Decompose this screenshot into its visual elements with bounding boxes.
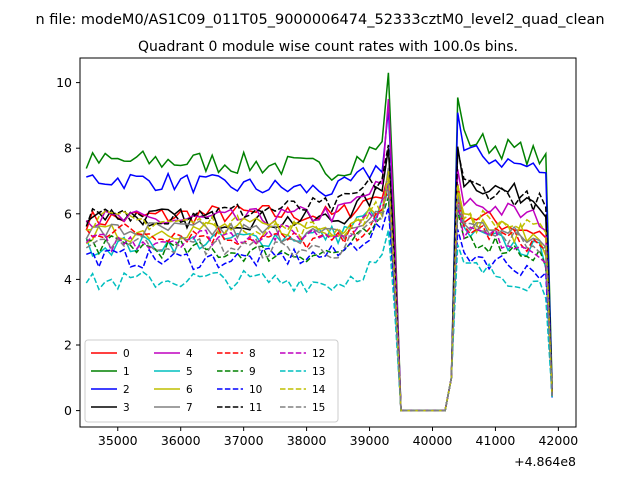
series-line-3 bbox=[85, 146, 553, 412]
legend-label-3: 3 bbox=[123, 402, 130, 414]
legend-label-0: 0 bbox=[123, 348, 130, 360]
axes-border bbox=[79, 57, 577, 428]
x-tick-label: 42000 bbox=[538, 433, 578, 448]
legend-label-9: 9 bbox=[249, 366, 256, 378]
series-line-2 bbox=[86, 108, 553, 412]
legend-label-2: 2 bbox=[123, 384, 130, 396]
y-tick-label: 2 bbox=[64, 338, 72, 353]
legend-label-11: 11 bbox=[249, 402, 262, 414]
series-line-7 bbox=[85, 167, 553, 412]
x-tick-label: 41000 bbox=[476, 433, 516, 448]
series-line-14 bbox=[86, 171, 553, 412]
x-tick-label: 37000 bbox=[224, 433, 264, 448]
series-line-4 bbox=[85, 98, 553, 412]
legend-label-13: 13 bbox=[312, 366, 325, 378]
series-line-11 bbox=[85, 144, 553, 412]
series-line-12 bbox=[85, 184, 553, 412]
legend-label-7: 7 bbox=[186, 402, 193, 414]
plot-area bbox=[85, 72, 553, 412]
y-tick-label: 6 bbox=[64, 206, 72, 221]
legend-label-4: 4 bbox=[186, 348, 193, 360]
axes-frame bbox=[79, 57, 577, 428]
series-line-13 bbox=[85, 230, 553, 412]
series-line-15 bbox=[85, 184, 553, 412]
legend-label-14: 14 bbox=[312, 384, 326, 396]
y-tick-label: 8 bbox=[64, 141, 72, 156]
x-tick-label: 40000 bbox=[413, 433, 453, 448]
x-axis: 35000 36000 37000 38000 39000 40000 41000 42000 bbox=[98, 427, 578, 448]
x-axis-offset-label: +4.864e8 bbox=[514, 454, 576, 469]
legend-label-10: 10 bbox=[249, 384, 262, 396]
y-tick-label: 4 bbox=[64, 272, 72, 287]
legend-label-12: 12 bbox=[312, 348, 325, 360]
x-tick-label: 36000 bbox=[161, 433, 201, 448]
x-tick-label: 35000 bbox=[98, 433, 138, 448]
legend-label-6: 6 bbox=[186, 384, 193, 396]
y-tick-label: 10 bbox=[56, 75, 72, 90]
chart-title: Quadrant 0 module wise count rates with … bbox=[138, 39, 518, 55]
x-tick-label: 38000 bbox=[287, 433, 327, 448]
series-line-1 bbox=[85, 72, 553, 412]
legend-label-1: 1 bbox=[123, 366, 130, 378]
y-tick-label: 0 bbox=[64, 403, 72, 418]
series-line-10 bbox=[86, 206, 553, 412]
legend-label-5: 5 bbox=[186, 366, 193, 378]
series-line-9 bbox=[86, 197, 553, 412]
series-line-6 bbox=[85, 180, 553, 412]
legend-box bbox=[84, 339, 339, 423]
legend-label-15: 15 bbox=[312, 402, 325, 414]
figure-suptitle: n file: modeM0/AS1C09_011T05_9000006474_… bbox=[35, 12, 604, 28]
y-axis: 0 2 4 6 8 10 bbox=[56, 75, 80, 418]
x-tick-label: 39000 bbox=[350, 433, 390, 448]
legend-label-8: 8 bbox=[249, 348, 256, 360]
